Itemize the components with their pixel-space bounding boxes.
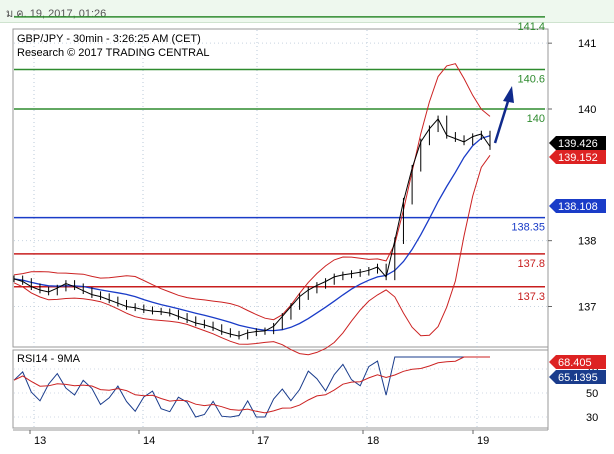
rsi-label: RSI14 - 9MA	[17, 353, 81, 365]
axis-labels: 1314171819137138140141305070	[29, 38, 598, 447]
price-badge	[549, 136, 606, 150]
bollinger-upper	[13, 63, 491, 321]
rsi-line	[13, 356, 490, 418]
rsi-series	[13, 356, 490, 418]
price-badges: 139.426 139.152 138.108 68.405 65.1395	[549, 136, 606, 384]
rsi-badge-label: 68.405	[558, 357, 592, 369]
price-line	[13, 118, 491, 337]
price-badge	[549, 199, 606, 213]
y-tick-label: 141	[578, 38, 596, 50]
x-tick-label: 14	[143, 435, 155, 447]
rsi-panel	[12, 349, 549, 429]
y-tick-label: 140	[578, 104, 596, 116]
level-label: 140.6	[517, 74, 545, 86]
price-badge-label: 138.108	[558, 201, 598, 213]
forecast-arrow-head	[503, 86, 514, 103]
rsi-ma-line	[13, 356, 490, 414]
rsi-tick-label: 50	[586, 388, 598, 400]
level-label: 137.3	[517, 291, 545, 303]
price-badge-label: 139.426	[558, 138, 598, 150]
y-tick-label: 137	[578, 302, 596, 314]
forecast-arrow	[493, 97, 511, 144]
rsi-badge-label: 65.1395	[558, 372, 598, 384]
price-panel	[12, 28, 549, 348]
level-label: 140	[527, 113, 545, 125]
level-label: 137.8	[517, 258, 545, 270]
chart-subtitle: Research © 2017 TRADING CENTRAL	[17, 47, 210, 59]
levels: 141.4 140.6 140 138.35 137.8 137.3	[14, 16, 545, 303]
y-tick-label: 138	[578, 236, 596, 248]
series	[13, 63, 491, 356]
price-badge	[549, 150, 606, 164]
rsi-tick-label: 30	[586, 412, 598, 424]
x-tick-label: 19	[477, 435, 489, 447]
rsi-badge	[549, 370, 606, 384]
rsi-badge	[549, 355, 606, 369]
x-tick-label: 18	[367, 435, 379, 447]
price-badge-label: 139.152	[558, 152, 598, 164]
chart-title: GBP/JPY - 30min - 3:26:25 AM (CET)	[17, 33, 201, 45]
x-tick-label: 13	[34, 435, 46, 447]
level-label: 141.4	[517, 21, 545, 33]
bollinger-lower	[13, 155, 491, 356]
level-label: 138.35	[511, 222, 545, 234]
x-tick-label: 17	[257, 435, 269, 447]
moving-average	[13, 135, 491, 332]
